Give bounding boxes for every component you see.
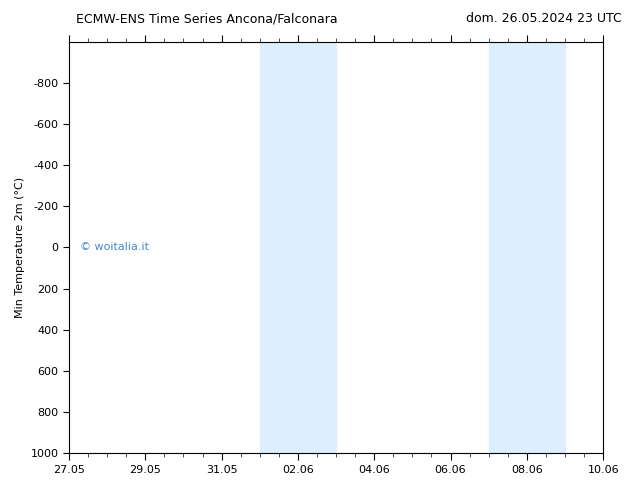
- Text: ECMW-ENS Time Series Ancona/Falconara: ECMW-ENS Time Series Ancona/Falconara: [76, 12, 338, 25]
- Bar: [489, 42, 527, 453]
- Text: dom. 26.05.2024 23 UTC: dom. 26.05.2024 23 UTC: [465, 12, 621, 25]
- Text: © woitalia.it: © woitalia.it: [80, 243, 148, 252]
- Bar: [527, 42, 565, 453]
- Y-axis label: Min Temperature 2m (°C): Min Temperature 2m (°C): [15, 177, 25, 318]
- Bar: [298, 42, 336, 453]
- Bar: [260, 42, 298, 453]
